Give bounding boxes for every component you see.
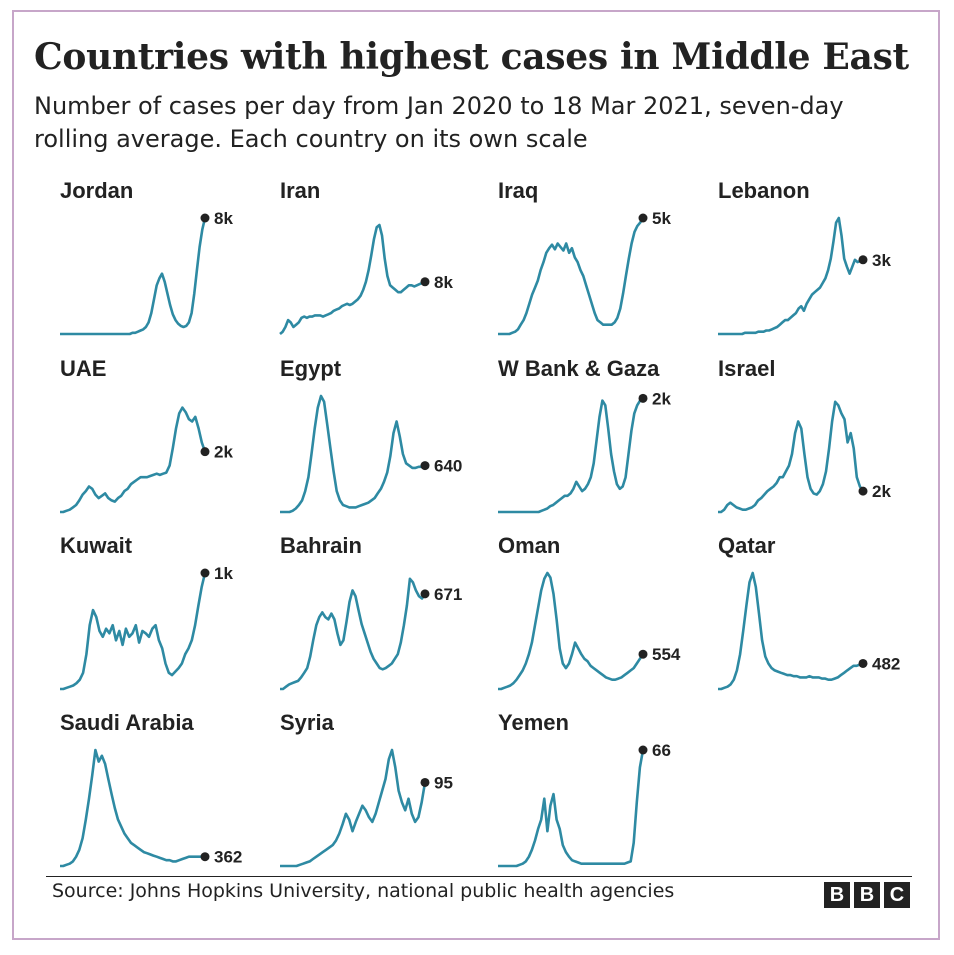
latest-point-marker (420, 277, 430, 287)
country-name: Jordan (60, 178, 134, 203)
bbc-logo: B B C (824, 882, 910, 908)
latest-value-label: 362 (214, 848, 242, 867)
bbc-logo-letter: B (854, 882, 880, 908)
series-line (279, 223, 426, 335)
sparkline-chart: 8k (60, 209, 233, 336)
latest-point-marker (420, 777, 430, 787)
latest-point-marker (638, 213, 648, 223)
sparkline-chart: 95 (280, 748, 453, 868)
latest-point-marker (638, 649, 648, 659)
bbc-logo-letter: B (824, 882, 850, 908)
latest-value-label: 671 (434, 585, 462, 604)
country-panel: Israel 2k (718, 356, 928, 526)
latest-value-label: 3k (872, 251, 891, 270)
latest-value-label: 2k (214, 443, 233, 462)
country-panel: Egypt 640 (280, 356, 490, 526)
country-name: Egypt (280, 356, 342, 381)
latest-value-label: 482 (872, 654, 900, 673)
latest-value-label: 640 (434, 457, 462, 476)
sparkline-chart: 2k (498, 389, 671, 514)
country-panel: Bahrain 671 (280, 533, 490, 703)
country-name: Kuwait (60, 533, 133, 558)
country-name: Iran (280, 178, 321, 203)
series-line (60, 572, 207, 691)
latest-value-label: 95 (434, 773, 453, 792)
chart-subtitle: Number of cases per day from Jan 2020 to… (34, 92, 844, 153)
series-line (60, 406, 207, 514)
country-panel: Kuwait 1k (60, 533, 270, 703)
country-name: W Bank & Gaza (498, 356, 660, 381)
country-panel: UAE 2k (60, 356, 270, 526)
latest-point-marker (420, 461, 430, 471)
sparkline-chart: 362 (60, 748, 242, 868)
sparkline-chart: 554 (498, 571, 681, 691)
bbc-logo-letter: C (884, 882, 910, 908)
country-name: Iraq (498, 178, 539, 203)
latest-value-label: 8k (434, 273, 453, 292)
country-panel: Jordan 8k (60, 178, 270, 348)
latest-point-marker (420, 589, 430, 599)
sparkline-chart: 3k (718, 216, 891, 336)
country-name: Qatar (718, 533, 776, 558)
sparkline-chart: 1k (60, 564, 233, 691)
latest-point-marker (638, 745, 648, 755)
latest-point-marker (200, 568, 210, 578)
country-panel: Yemen 66 (498, 710, 708, 880)
country-panel: W Bank & Gaza 2k (498, 356, 708, 526)
series-line (498, 571, 645, 691)
series-line (280, 748, 427, 868)
source-note: Source: Johns Hopkins University, nation… (52, 880, 675, 902)
latest-point-marker (200, 447, 210, 457)
series-line (60, 748, 205, 868)
country-panel: Lebanon 3k (718, 178, 928, 348)
series-line (280, 394, 426, 514)
latest-point-marker (858, 255, 868, 265)
sparkline-chart: 2k (718, 400, 891, 514)
sparkline-chart: 482 (718, 571, 900, 691)
country-name: Israel (718, 356, 776, 381)
series-line (498, 217, 645, 336)
latest-value-label: 1k (214, 564, 233, 583)
country-name: UAE (60, 356, 107, 381)
country-panel: Syria 95 (280, 710, 490, 880)
country-panel: Saudi Arabia 362 (60, 710, 270, 880)
country-panel: Iran 8k (279, 178, 490, 348)
latest-point-marker (200, 213, 210, 223)
sparkline-chart: 2k (60, 406, 233, 514)
footer-divider (46, 876, 912, 877)
country-panel: Oman 554 (498, 533, 708, 703)
series-line (498, 397, 644, 514)
latest-value-label: 5k (652, 209, 671, 228)
latest-point-marker (200, 852, 210, 862)
sparkline-chart: 8k (279, 223, 453, 335)
latest-value-label: 554 (652, 645, 681, 664)
country-name: Yemen (498, 710, 569, 735)
latest-point-marker (858, 486, 868, 496)
sparkline-chart: 66 (498, 741, 671, 868)
sparkline-chart: 5k (498, 209, 671, 336)
latest-value-label: 2k (872, 482, 891, 501)
series-line (718, 571, 864, 691)
latest-point-marker (638, 393, 648, 403)
country-panel: Iraq 5k (498, 178, 708, 348)
sparkline-chart: 671 (280, 577, 462, 691)
country-name: Bahrain (280, 533, 362, 558)
sparkline-chart: 640 (280, 394, 462, 514)
series-line (60, 217, 207, 336)
latest-point-marker (858, 658, 868, 668)
country-name: Saudi Arabia (60, 710, 194, 735)
series-line (498, 749, 645, 868)
chart-title: Countries with highest cases in Middle E… (34, 36, 909, 78)
latest-value-label: 66 (652, 741, 671, 760)
series-line (718, 400, 865, 514)
series-line (718, 216, 864, 336)
series-line (280, 577, 427, 691)
latest-value-label: 8k (214, 209, 233, 228)
country-name: Syria (280, 710, 334, 735)
latest-value-label: 2k (652, 389, 671, 408)
country-name: Oman (498, 533, 561, 558)
country-name: Lebanon (718, 178, 810, 203)
country-panel: Qatar 482 (718, 533, 928, 703)
